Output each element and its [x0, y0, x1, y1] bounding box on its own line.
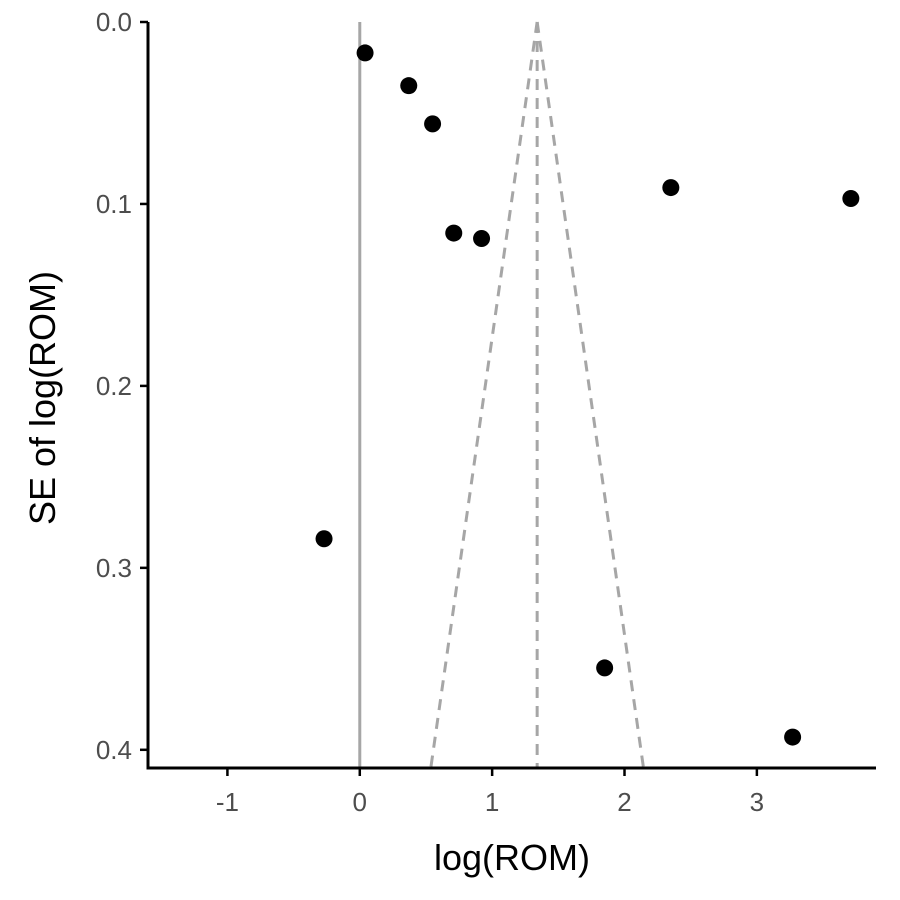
x-tick-label: 1 — [485, 787, 499, 817]
x-tick-label: -1 — [216, 787, 239, 817]
funnel-right-boundary — [535, 21, 646, 769]
data-point — [596, 659, 614, 677]
data-point — [784, 728, 802, 746]
reference-lines — [358, 21, 646, 769]
y-axis-title: SE of log(ROM) — [22, 271, 63, 525]
axes — [146, 22, 876, 770]
data-points — [315, 44, 860, 746]
data-point — [842, 189, 860, 207]
y-tick-label: 0.2 — [96, 371, 132, 401]
x-tick-label: 3 — [750, 787, 764, 817]
data-point — [473, 230, 491, 248]
data-point — [356, 44, 374, 62]
x-axis-ticks: -1 0 1 2 3 — [216, 768, 764, 817]
x-axis-title: log(ROM) — [434, 837, 590, 878]
y-tick-label: 0.1 — [96, 189, 132, 219]
funnel-left-boundary — [429, 21, 539, 769]
y-tick-label: 0.3 — [96, 553, 132, 583]
x-tick-label: 2 — [617, 787, 631, 817]
data-point — [662, 179, 680, 197]
data-point — [315, 530, 333, 548]
y-tick-label: 0.0 — [96, 7, 132, 37]
y-axis-ticks: 0.0 0.1 0.2 0.3 0.4 — [96, 7, 148, 765]
data-point — [424, 115, 442, 133]
data-point — [400, 77, 418, 95]
data-point — [445, 224, 463, 242]
y-tick-label: 0.4 — [96, 735, 132, 765]
x-tick-label: 0 — [353, 787, 367, 817]
